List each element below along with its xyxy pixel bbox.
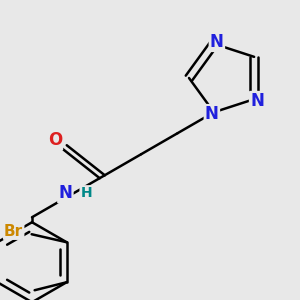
- Text: N: N: [58, 184, 72, 202]
- Text: N: N: [205, 105, 219, 123]
- Text: O: O: [48, 131, 62, 149]
- Text: H: H: [81, 186, 92, 200]
- Text: N: N: [250, 92, 264, 110]
- Text: N: N: [210, 33, 224, 51]
- Text: Br: Br: [4, 224, 23, 239]
